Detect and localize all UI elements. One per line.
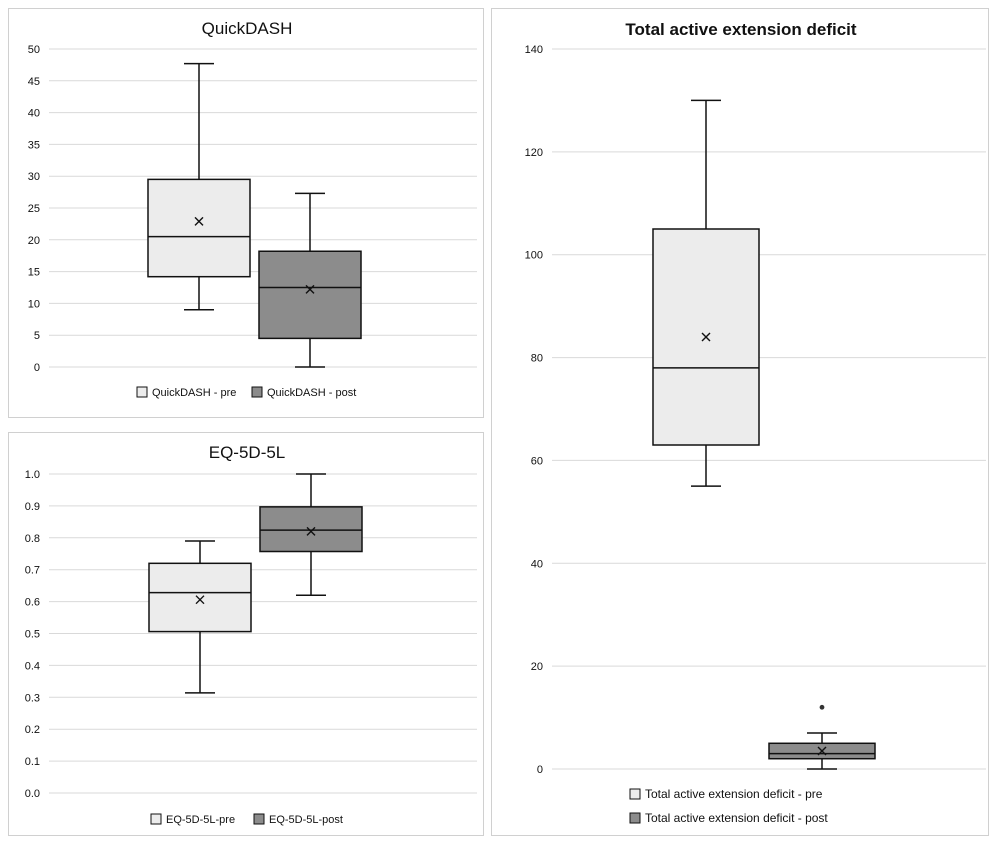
legend-swatch: [136, 386, 148, 398]
y-tick-label: 5: [34, 330, 40, 342]
legend-item-total-active-extension-deficit-pre: Total active extension deficit - pre: [629, 787, 823, 801]
box-quickdash-post: [258, 192, 362, 368]
y-tick-label: 60: [531, 455, 543, 467]
iqr-box: [258, 250, 362, 340]
y-tick-label: 0.0: [25, 788, 40, 800]
y-tick-label: 0.6: [25, 597, 40, 609]
y-tick-label: 40: [28, 108, 40, 120]
box-total-active-extension-deficit-post: [768, 704, 876, 770]
box-eq-5d-5l-pre: [148, 540, 252, 694]
legend-swatch: [251, 386, 263, 398]
y-tick-label: 20: [531, 661, 543, 673]
box-eq-5d-5l-post: [259, 473, 363, 596]
legend-label: EQ-5D-5L-pre: [166, 814, 235, 826]
legend-item-total-active-extension-deficit-post: Total active extension deficit - post: [629, 811, 828, 825]
mean-marker: [305, 284, 315, 294]
y-tick-label: 140: [525, 44, 543, 56]
y-tick-label: 15: [28, 267, 40, 279]
iqr-box: [147, 178, 251, 278]
iqr-box: [259, 506, 363, 553]
eq5d5l-chart-panel: EQ-5D-5L 0.0 0.1 0.2 0.3 0.4 0.5 0.6 0.7 0.8 0.9 1.…: [8, 432, 484, 836]
legend-swatch: [629, 812, 641, 824]
legend-item-eq-5d-5l-post: EQ-5D-5L-post: [253, 813, 343, 826]
legend-label: Total active extension deficit - pre: [645, 787, 823, 801]
legend-item-eq-5d-5l-pre: EQ-5D-5L-pre: [150, 813, 235, 826]
eq5d5l-chart: EQ-5D-5L 0.0 0.1 0.2 0.3 0.4 0.5 0.6 0.7 0.8 0.9 1.…: [25, 443, 477, 826]
mean-marker: [817, 746, 827, 756]
y-tick-label: 120: [525, 147, 543, 159]
quickdash-chart-panel: QuickDASH 0 5 10 15 20 25 30 35 40 45 50 QuickDASH -…: [8, 8, 484, 418]
extension-deficit-chart-panel: Total active extension deficit 0 20 40 60 80 1…: [491, 8, 989, 836]
mean-marker: [195, 595, 205, 605]
outlier-point: [819, 704, 825, 710]
legend-label: QuickDASH - post: [267, 387, 356, 399]
mean-marker: [194, 216, 204, 226]
chart-title: EQ-5D-5L: [209, 443, 286, 462]
chart-title: Total active extension deficit: [625, 20, 856, 39]
y-tick-label: 25: [28, 203, 40, 215]
extension-deficit-chart: Total active extension deficit 0 20 40 60 80 1…: [525, 20, 986, 825]
y-tick-label: 20: [28, 235, 40, 247]
legend-item-quickdash-pre: QuickDASH - pre: [136, 386, 236, 399]
y-tick-label: 45: [28, 76, 40, 88]
y-tick-label: 40: [531, 558, 543, 570]
legend-swatch: [253, 813, 265, 825]
y-tick-label: 0.5: [25, 629, 40, 641]
quickdash-chart: QuickDASH 0 5 10 15 20 25 30 35 40 45 50 QuickDASH -…: [28, 19, 477, 399]
y-tick-label: 0.3: [25, 692, 40, 704]
y-tick-label: 0.2: [25, 724, 40, 736]
legend-swatch: [150, 813, 162, 825]
legend-swatch: [629, 788, 641, 800]
y-tick-label: 30: [28, 171, 40, 183]
y-tick-label: 1.0: [25, 469, 40, 481]
y-tick-label: 0.8: [25, 533, 40, 545]
mean-marker: [306, 526, 316, 536]
legend-item-quickdash-post: QuickDASH - post: [251, 386, 356, 399]
legend-label: QuickDASH - pre: [152, 387, 236, 399]
y-tick-label: 80: [531, 353, 543, 365]
y-tick-label: 35: [28, 139, 40, 151]
mean-marker: [701, 332, 711, 342]
legend-label: EQ-5D-5L-post: [269, 814, 343, 826]
y-tick-label: 0.9: [25, 501, 40, 513]
y-tick-label: 0.7: [25, 565, 40, 577]
box-quickdash-pre: [147, 62, 251, 311]
y-tick-label: 0.4: [25, 660, 40, 672]
y-tick-label: 0: [537, 764, 543, 776]
y-tick-label: 50: [28, 44, 40, 56]
y-tick-label: 100: [525, 250, 543, 262]
chart-title: QuickDASH: [202, 19, 293, 38]
legend-label: Total active extension deficit - post: [645, 811, 828, 825]
box-total-active-extension-deficit-pre: [652, 99, 760, 487]
iqr-box: [148, 562, 252, 633]
y-tick-label: 0.1: [25, 756, 40, 768]
y-tick-label: 0: [34, 362, 40, 374]
y-tick-label: 10: [28, 298, 40, 310]
